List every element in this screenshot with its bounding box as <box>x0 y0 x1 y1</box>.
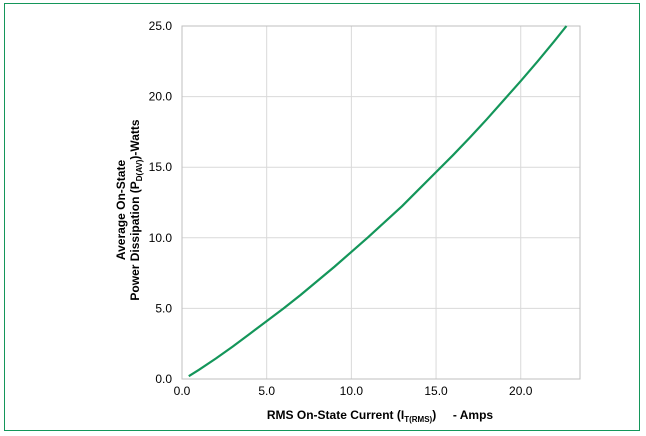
y-axis-label-line1: Average On-State <box>114 160 128 261</box>
chart-frame <box>4 3 640 431</box>
y-tick-label: 0.0 <box>155 372 172 386</box>
plot-area-border <box>181 25 581 380</box>
grid <box>181 25 580 380</box>
x-tick-label: 0.0 <box>174 384 191 398</box>
x-tick-label: 15.0 <box>424 384 448 398</box>
y-tick-label: 10.0 <box>149 231 173 245</box>
series-line <box>188 25 568 378</box>
y-axis-label-line2: Power Dissipation (PD(AV))-Watts <box>128 119 144 301</box>
y-tick-labels: 0.0 5.0 10.0 15.0 20.0 25.0 <box>149 19 173 386</box>
x-tick-label: 5.0 <box>258 384 275 398</box>
y-tick-label: 15.0 <box>149 160 173 174</box>
x-tick-label: 10.0 <box>340 384 364 398</box>
x-axis-label: RMS On-State Current (IT(RMS)) - Amps <box>267 408 494 424</box>
y-tick-label: 20.0 <box>149 90 173 104</box>
y-tick-label: 25.0 <box>149 19 173 33</box>
x-tick-labels: 0.0 5.0 10.0 15.0 20.0 <box>174 384 533 398</box>
y-tick-label: 5.0 <box>155 301 172 315</box>
x-tick-label: 20.0 <box>509 384 533 398</box>
